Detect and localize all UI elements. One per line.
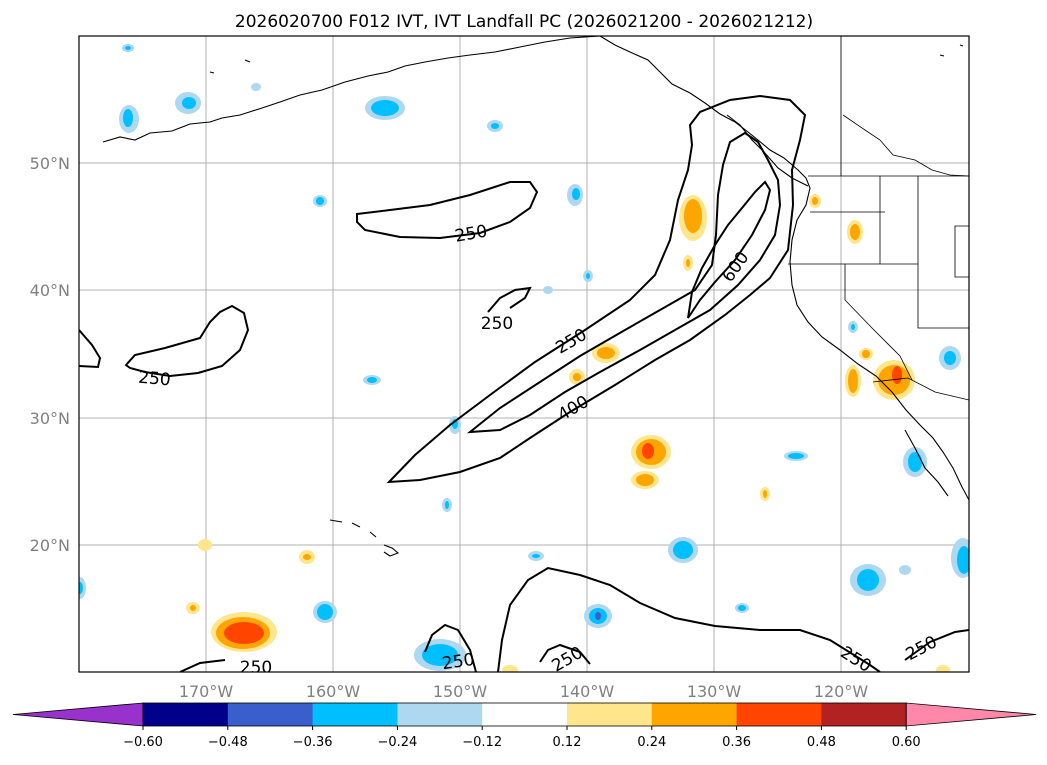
colorbar-segment [143,703,229,726]
longitude-labels: 170°W 160°W 150°W 140°W 130°W 120°W [179,682,869,701]
colorbar-tick-label: −0.48 [208,735,248,750]
colorbar-tick-label: −0.12 [462,735,502,750]
colorbar-segment [312,703,398,726]
colorbar-tick-label: 0.60 [892,735,921,750]
colorbar-outline [142,702,907,727]
colorbar-segment [651,703,738,726]
ivt-contour-250-bl2 [179,659,226,672]
lat-label-40n: 40°N [30,281,70,300]
contour-label: 250 [481,314,513,334]
ivt-contour-250-main [386,94,807,484]
colorbar-extend-low [12,702,144,727]
lon-label-170w: 170°W [179,682,234,701]
colorbar-segment [736,703,822,726]
contour-label: 250 [137,368,171,391]
ivt-contours [79,94,969,672]
ivt-contour-250-bottom-left [424,623,477,672]
contour-label: 250 [240,658,272,678]
lon-label-160w: 160°W [306,682,361,701]
colorbar-tick-label: 0.48 [807,735,836,750]
ivt-contour-250-sw [124,304,250,378]
borders [788,36,969,401]
colorbar: −0.60 −0.48 −0.36 −0.24 −0.12 0.12 0.24 0.36 0.4… [12,702,1037,750]
map-frame [78,35,970,673]
colorbar-segment [482,703,568,726]
colorbar-segment [567,703,653,726]
colorbar-segment [397,703,483,726]
lat-label-20n: 20°N [30,536,70,555]
ivt-contour-400 [466,131,782,434]
colorbar-extend-high [905,702,1037,727]
colorbar-tick-label: −0.24 [377,735,417,750]
ivt-contour-250-south [497,566,881,672]
colorbar-tick-label: 0.36 [722,735,751,750]
ivt-contour-600 [687,180,772,319]
ivt-contour-250-far-west [79,329,102,369]
lon-label-130w: 130°W [687,682,742,701]
contour-label: 250 [441,650,476,674]
colorbar-tick-label: −0.60 [123,735,163,750]
map-background [79,36,969,672]
coastlines [102,36,969,557]
lat-label-50n: 50°N [30,154,70,173]
negative-pc-shading [79,44,969,671]
figure-title: 2026020700 F012 IVT, IVT Landfall PC (20… [235,12,813,32]
colorbar-segment [227,703,314,726]
colorbar-tick-label: −0.36 [293,735,333,750]
ivt-contour-250-se [904,629,969,661]
ivt-contour-250-mid [487,286,532,313]
colorbar-tick-label: 0.24 [637,735,666,750]
colorbar-segment [821,703,907,726]
latitude-labels: 50°N 40°N 30°N 20°N [30,154,70,555]
lon-label-120w: 120°W [814,682,869,701]
lon-label-140w: 140°W [560,682,615,701]
ivt-contour-250-south-inner [539,643,591,665]
lon-label-150w: 150°W [433,682,488,701]
lat-label-30n: 30°N [30,409,70,428]
ivt-contour-250-west [356,181,539,240]
colorbar-tick-label: 0.12 [553,735,582,750]
